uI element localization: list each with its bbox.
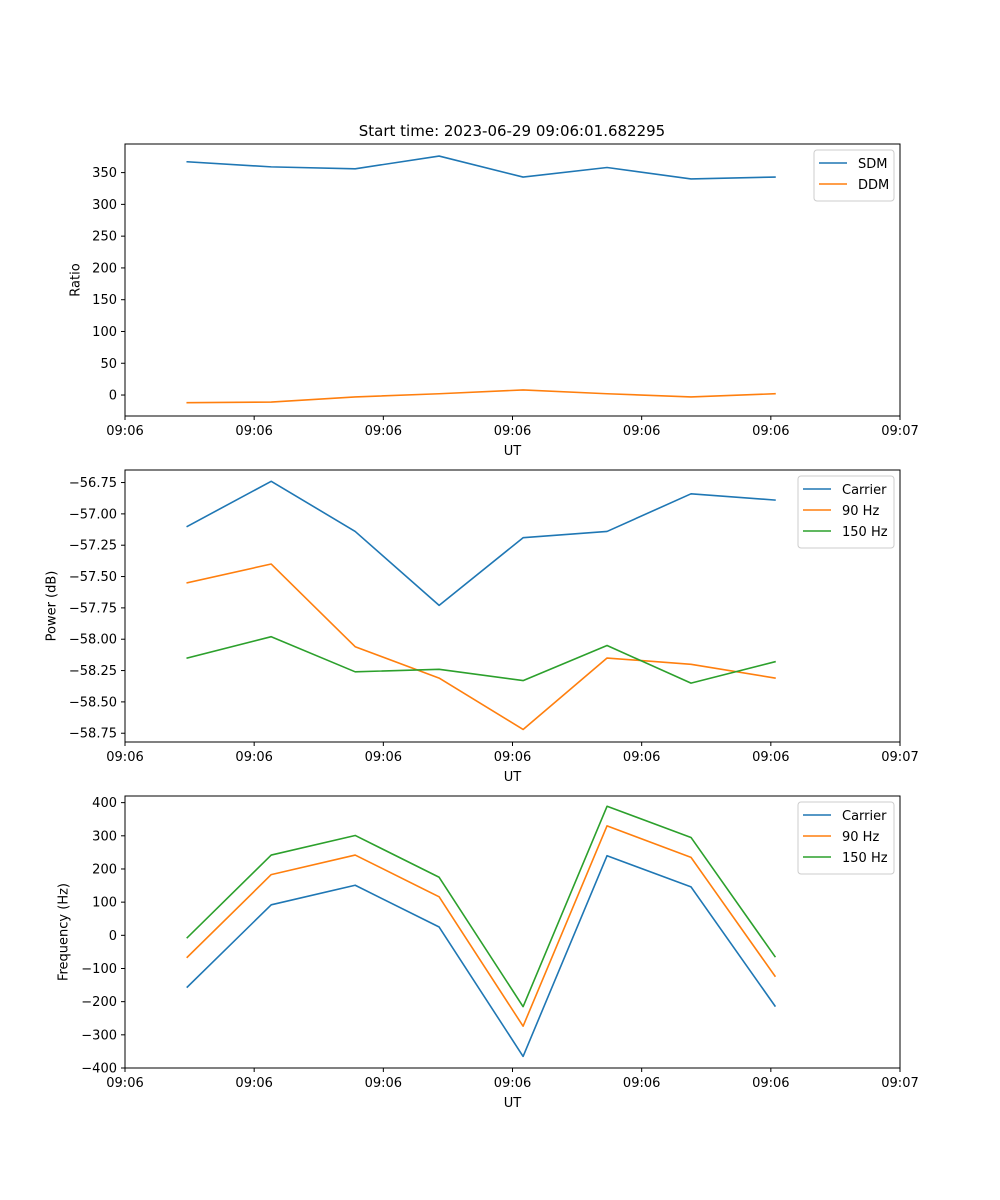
- x-tick-label: 09:06: [235, 424, 272, 439]
- plot-frame: [124, 469, 901, 743]
- series-line-ddm: [186, 389, 776, 404]
- legend-label: Carrier: [842, 809, 887, 824]
- x-axis-label: UT: [504, 770, 522, 785]
- x-tick-label: 09:06: [752, 1076, 789, 1091]
- y-tick-label: 200: [92, 862, 117, 877]
- y-tick-label: 100: [92, 325, 117, 340]
- y-tick-label: −58.25: [69, 664, 117, 679]
- y-tick-label: 150: [92, 293, 117, 308]
- y-tick-label: 350: [92, 166, 117, 181]
- y-tick-label: −57.75: [69, 601, 117, 616]
- x-tick-label: 09:06: [365, 424, 402, 439]
- y-tick-label: −58.75: [69, 727, 117, 742]
- y-tick-label: −57.00: [69, 507, 117, 522]
- series-line-150-hz: [186, 805, 777, 1008]
- legend: Carrier 90 Hz 150 Hz: [797, 801, 895, 875]
- x-tick-label: 09:06: [235, 1076, 272, 1091]
- x-tick-label: 09:07: [881, 424, 918, 439]
- x-tick-label: 09:06: [623, 424, 660, 439]
- x-tick-label: 09:06: [494, 750, 531, 765]
- y-tick-label: −57.50: [69, 570, 117, 585]
- legend-box: [797, 801, 895, 875]
- y-tick-label: −58.00: [69, 633, 117, 648]
- y-tick-label: 50: [100, 357, 117, 372]
- series-line-90-hz: [186, 563, 776, 731]
- x-tick-label: 09:06: [106, 424, 143, 439]
- x-tick-label: 09:07: [881, 750, 918, 765]
- y-tick-label: 250: [92, 230, 117, 245]
- legend-label: 150 Hz: [842, 851, 888, 866]
- y-tick-label: 200: [92, 261, 117, 276]
- x-axis-label: UT: [504, 444, 522, 459]
- legend-label: 90 Hz: [842, 830, 879, 845]
- x-axis-label: UT: [504, 1096, 522, 1111]
- y-tick-label: 300: [92, 198, 117, 213]
- y-tick-label: 300: [92, 829, 117, 844]
- x-tick-label: 09:06: [494, 424, 531, 439]
- y-tick-label: −400: [81, 1062, 117, 1077]
- x-tick-label: 09:06: [235, 750, 272, 765]
- y-tick-label: 400: [92, 796, 117, 811]
- y-tick-label: 0: [109, 389, 117, 404]
- series-line-carrier: [186, 854, 777, 1058]
- y-tick-label: −200: [81, 995, 117, 1010]
- y-tick-label: −58.50: [69, 695, 117, 710]
- legend-label: DDM: [858, 178, 889, 193]
- figure-title: Start time: 2023-06-29 09:06:01.682295: [359, 122, 665, 140]
- x-tick-label: 09:06: [752, 424, 789, 439]
- y-tick-label: −56.75: [69, 476, 117, 491]
- y-tick-label: −57.25: [69, 539, 117, 554]
- x-tick-label: 09:06: [623, 1076, 660, 1091]
- legend: SDM DDM: [813, 149, 895, 202]
- chart-panel-3: 09:06 09:06 09:06 09:06 09:06 09:06 09:07 −400 −…: [57, 795, 919, 1111]
- x-tick-label: 09:06: [365, 750, 402, 765]
- chart-panels: 09:06 09:06 09:06 09:06 09:06 09:06 09:07 0 50 10…: [45, 143, 919, 1111]
- series-line-150-hz: [186, 635, 776, 684]
- y-tick-label: −100: [81, 962, 117, 977]
- legend-label: 150 Hz: [842, 525, 888, 540]
- x-tick-label: 09:06: [494, 1076, 531, 1091]
- y-axis-label: Frequency (Hz): [57, 883, 72, 981]
- chart-panel-1: 09:06 09:06 09:06 09:06 09:06 09:06 09:07 0 50 10…: [69, 143, 919, 459]
- x-tick-label: 09:06: [106, 1076, 143, 1091]
- legend: Carrier 90 Hz 150 Hz: [797, 475, 895, 549]
- y-axis-label: Power (dB): [45, 571, 60, 642]
- series-line-sdm: [186, 155, 776, 180]
- x-tick-label: 09:07: [881, 1076, 918, 1091]
- legend-label: 90 Hz: [842, 504, 879, 519]
- y-tick-label: 0: [109, 929, 117, 944]
- plot-frame: [124, 795, 901, 1069]
- x-tick-label: 09:06: [623, 750, 660, 765]
- x-tick-label: 09:06: [752, 750, 789, 765]
- x-tick-label: 09:06: [365, 1076, 402, 1091]
- legend-label: Carrier: [842, 483, 887, 498]
- chart-panel-2: 09:06 09:06 09:06 09:06 09:06 09:06 09:07 −58.7…: [45, 469, 919, 785]
- legend-label: SDM: [858, 157, 887, 172]
- y-axis-label: Ratio: [69, 263, 84, 296]
- legend-box: [797, 475, 895, 549]
- plot-frame: [124, 143, 901, 417]
- y-tick-label: 100: [92, 896, 117, 911]
- x-tick-label: 09:06: [106, 750, 143, 765]
- series-line-90-hz: [186, 825, 777, 1027]
- series-line-carrier: [186, 480, 776, 607]
- y-tick-label: −300: [81, 1028, 117, 1043]
